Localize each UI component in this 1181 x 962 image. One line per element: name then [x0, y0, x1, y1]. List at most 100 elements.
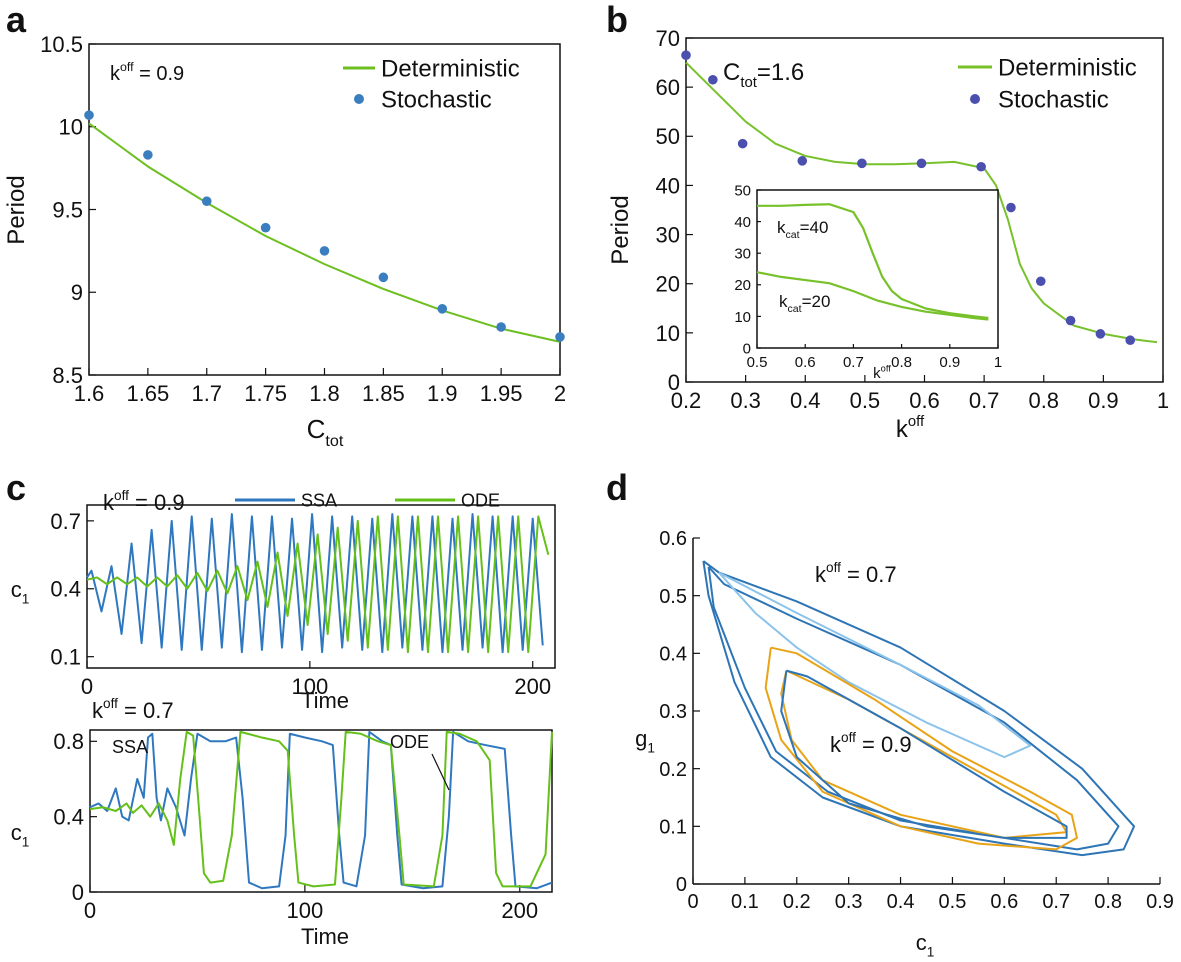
annotation-main: k — [777, 218, 786, 237]
annotation-sup: off — [120, 60, 134, 74]
x-tick-label: 0.4 — [887, 891, 915, 913]
x-axis-label-main: c — [916, 930, 927, 955]
x-axis-label: koff — [896, 414, 925, 443]
annotation-sup: off — [103, 696, 118, 711]
legend-label: SSA — [301, 490, 337, 510]
y-tick-label: 0.7 — [50, 509, 81, 534]
annotation-after: = 0.9 — [129, 490, 185, 515]
x-tick-label: 0.5 — [747, 354, 768, 371]
annotation: koff = 0.9 — [110, 60, 184, 85]
annotation: koff = 0.7 — [815, 560, 897, 587]
legend-marker — [970, 94, 980, 104]
panel-label: d — [606, 467, 628, 508]
x-tick-label: 0.6 — [909, 388, 940, 413]
x-axis-label: c1 — [916, 930, 935, 960]
x-tick-label: 0.9 — [1146, 891, 1174, 913]
panel-label: a — [6, 0, 27, 40]
x-tick-label: 0.7 — [969, 388, 1000, 413]
x-tick-label: 0.5 — [850, 388, 881, 413]
data-point — [1065, 315, 1076, 326]
y-tick-label: 0.1 — [659, 817, 687, 839]
annotation-main: k — [779, 292, 788, 311]
x-tick-label: 0.3 — [835, 891, 863, 913]
x-tick-label: 0.5 — [939, 891, 967, 913]
x-tick-label: 0.8 — [1028, 388, 1059, 413]
data-line — [86, 513, 544, 654]
y-axis-label-sub: 1 — [647, 741, 655, 756]
y-tick-label: 10 — [656, 321, 680, 346]
legend-label: Stochastic — [381, 87, 492, 114]
x-axis-label: Time — [301, 688, 349, 713]
data-line — [756, 271, 989, 321]
data-point — [681, 50, 691, 60]
y-tick-label: 0 — [743, 340, 751, 357]
data-point — [555, 332, 565, 342]
legend-label: Deterministic — [381, 56, 520, 83]
x-tick-label: 0.9 — [939, 354, 960, 371]
data-line — [780, 669, 1068, 839]
y-axis-label-main: c — [11, 577, 22, 602]
x-axis-label-sup: off — [881, 363, 892, 373]
x-tick-label: 1.8 — [309, 381, 340, 406]
data-line — [88, 122, 561, 343]
x-tick-label: 0.4 — [790, 388, 821, 413]
y-tick-label: 10 — [734, 309, 751, 326]
y-tick-label: 50 — [734, 182, 751, 199]
y-axis-label-main: g — [635, 726, 647, 751]
x-tick-label: 0.6 — [990, 891, 1018, 913]
annotation: Ctot=1.6 — [723, 59, 804, 91]
annotation-leader — [431, 753, 450, 791]
annotation-after: = 0.7 — [118, 698, 174, 723]
x-tick-label: 0 — [84, 898, 96, 923]
annotation-sup: off — [114, 488, 129, 503]
data-point — [976, 161, 986, 172]
y-tick-label: 0.2 — [659, 759, 687, 781]
data-point — [84, 110, 94, 120]
y-tick-label: 20 — [656, 272, 680, 297]
data-line — [702, 560, 1136, 857]
data-point — [916, 158, 927, 169]
x-axis-label: Ctot — [307, 414, 344, 450]
y-tick-label: 10 — [59, 115, 83, 140]
x-axis-label-main: k — [896, 416, 909, 443]
data-point — [319, 246, 330, 256]
annotation-main: k — [92, 698, 104, 723]
y-tick-label: 10.5 — [40, 32, 83, 57]
annotation-main: ODE — [390, 732, 429, 752]
y-axis-label: g1 — [635, 726, 655, 756]
x-tick-label: 2 — [554, 381, 566, 406]
data-point — [1095, 329, 1106, 339]
data-point — [496, 322, 506, 332]
y-tick-label: 0.1 — [50, 645, 81, 670]
annotation-after: =40 — [800, 218, 829, 237]
annotation-main: k — [110, 63, 121, 85]
x-axis-label: koff — [873, 363, 891, 382]
y-axis-label: Period — [607, 195, 634, 264]
x-tick-label: 1 — [994, 354, 1002, 371]
y-tick-label: 30 — [656, 222, 680, 247]
y-axis-label: Period — [3, 175, 30, 244]
annotation-after: = 0.7 — [841, 562, 897, 587]
y-tick-label: 70 — [656, 26, 680, 51]
plot-frame — [89, 729, 553, 893]
x-tick-label: 200 — [514, 674, 551, 699]
data-point — [260, 222, 271, 233]
x-tick-label: 0.3 — [730, 388, 761, 413]
data-line — [89, 730, 553, 888]
annotation-sub: tot — [740, 75, 757, 91]
y-tick-label: 0.6 — [659, 528, 687, 550]
y-axis-label: c1 — [11, 820, 30, 850]
data-point — [737, 138, 748, 149]
x-tick-label: 1 — [1157, 388, 1169, 413]
y-tick-label: 0.4 — [53, 805, 84, 830]
x-axis-label-main: k — [873, 365, 881, 382]
x-tick-label: 1.95 — [480, 381, 523, 406]
x-tick-label: 0.7 — [1042, 891, 1070, 913]
x-tick-label: 1.6 — [74, 381, 105, 406]
plot-frame — [88, 43, 561, 376]
annotation-sub: cat — [786, 229, 800, 241]
annotation-main: k — [103, 490, 115, 515]
x-axis-label-main: C — [307, 414, 326, 444]
